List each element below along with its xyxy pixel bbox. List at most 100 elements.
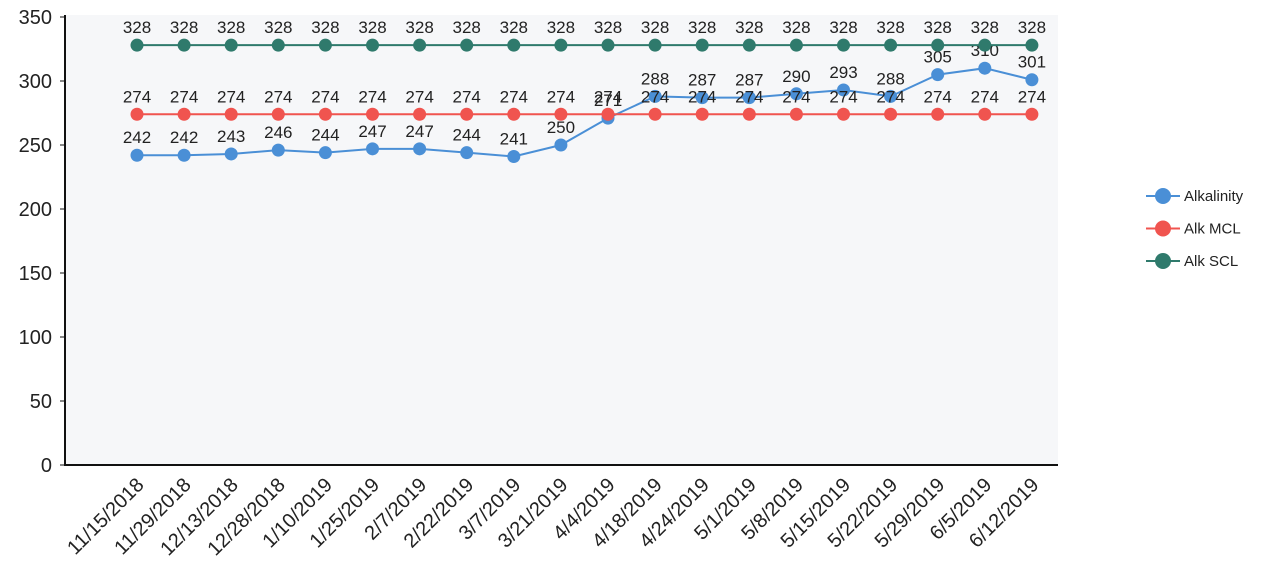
- data-label: 274: [876, 87, 904, 106]
- data-point: [789, 87, 803, 101]
- data-label: 244: [311, 126, 339, 145]
- data-label: 328: [170, 18, 198, 37]
- data-point: [130, 38, 144, 52]
- y-tick-label: 300: [19, 71, 52, 93]
- data-label: 250: [547, 118, 575, 137]
- data-label: 328: [971, 18, 999, 37]
- data-point: [789, 107, 803, 121]
- data-label: 242: [170, 128, 198, 147]
- data-point: [413, 38, 427, 52]
- data-point: [366, 142, 379, 156]
- data-label: 242: [123, 128, 151, 147]
- data-label: 241: [500, 130, 528, 149]
- data-label: 247: [358, 122, 386, 141]
- data-point: [742, 107, 756, 121]
- data-point: [837, 107, 850, 121]
- data-label: 274: [547, 87, 575, 106]
- data-point: [884, 38, 898, 52]
- y-tick-label: 0: [41, 455, 52, 477]
- data-label: 274: [500, 87, 528, 106]
- data-point: [413, 142, 427, 156]
- data-point: [460, 107, 474, 121]
- data-label: 243: [217, 127, 245, 146]
- data-point: [648, 38, 662, 52]
- plot-area: [65, 15, 1058, 465]
- legend-label: Alkalinity: [1184, 188, 1244, 205]
- data-label: 274: [641, 87, 669, 106]
- data-point: [695, 107, 709, 121]
- data-label: 274: [405, 87, 433, 106]
- data-point: [931, 38, 945, 52]
- data-label: 274: [453, 87, 481, 106]
- data-point: [130, 148, 144, 162]
- data-point: [460, 38, 474, 52]
- data-label: 244: [453, 126, 481, 145]
- data-label: 328: [829, 18, 857, 37]
- data-label: 305: [924, 48, 952, 67]
- data-point: [507, 107, 521, 121]
- data-label: 274: [735, 87, 763, 106]
- data-label: 328: [876, 18, 904, 37]
- data-label: 328: [264, 18, 292, 37]
- data-label: 328: [688, 18, 716, 37]
- legend-label: Alk SCL: [1184, 253, 1238, 270]
- data-label: 274: [688, 87, 716, 106]
- data-point: [1025, 107, 1039, 121]
- data-label: 328: [217, 18, 245, 37]
- y-tick-label: 250: [19, 135, 52, 157]
- data-point: [554, 138, 568, 152]
- legend-label: Alk MCL: [1184, 221, 1241, 238]
- y-tick-label: 100: [19, 327, 52, 349]
- data-point: [695, 38, 709, 52]
- data-point: [978, 61, 992, 75]
- data-point: [884, 107, 898, 121]
- data-label: 274: [264, 87, 292, 106]
- data-point: [1025, 73, 1039, 87]
- data-label: 301: [1018, 53, 1046, 72]
- y-tick-label: 200: [19, 199, 52, 221]
- data-point: [978, 107, 992, 121]
- data-label: 290: [782, 67, 810, 86]
- data-label: 247: [405, 122, 433, 141]
- data-label: 274: [594, 87, 622, 106]
- data-label: 274: [311, 87, 339, 106]
- data-label: 274: [170, 87, 198, 106]
- data-label: 288: [876, 69, 904, 88]
- data-label: 274: [782, 87, 810, 106]
- legend-marker: [1155, 220, 1171, 237]
- data-point: [271, 143, 285, 157]
- legend-marker: [1155, 253, 1171, 269]
- data-point: [884, 89, 898, 103]
- data-point: [507, 38, 521, 52]
- data-label: 328: [453, 18, 481, 37]
- data-label: 328: [1018, 18, 1046, 37]
- data-label: 328: [405, 18, 433, 37]
- data-point: [601, 38, 615, 52]
- data-label: 328: [500, 18, 528, 37]
- data-label: 328: [735, 18, 763, 37]
- data-label: 274: [924, 87, 952, 106]
- data-point: [318, 107, 332, 121]
- data-label: 271: [594, 91, 622, 110]
- data-label: 328: [594, 18, 622, 37]
- data-point: [648, 107, 662, 121]
- data-point: [978, 38, 992, 52]
- data-label: 328: [311, 18, 339, 37]
- data-label: 287: [735, 71, 763, 90]
- data-point: [177, 148, 191, 162]
- data-label: 274: [123, 87, 151, 106]
- data-point: [507, 150, 521, 164]
- data-label: 274: [971, 87, 999, 106]
- y-tick-label: 150: [19, 263, 52, 285]
- data-label: 246: [264, 123, 292, 142]
- data-point: [837, 83, 850, 97]
- data-point: [224, 107, 238, 121]
- data-point: [554, 107, 568, 121]
- data-label: 293: [829, 63, 857, 82]
- data-point: [413, 107, 427, 121]
- data-label: 328: [924, 18, 952, 37]
- data-label: 274: [217, 87, 245, 106]
- data-point: [695, 91, 709, 105]
- series-line: [137, 67, 1033, 158]
- data-label: 328: [123, 18, 151, 37]
